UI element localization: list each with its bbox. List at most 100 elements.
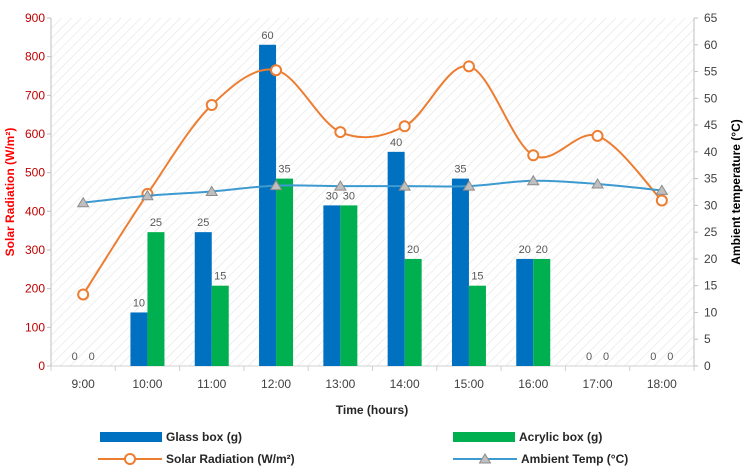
y-right-tick-label: 50 [704,91,718,105]
x-tick-label: 15:00 [454,377,484,391]
point-ambient-temp [591,178,604,189]
bar-glass-box [259,44,277,367]
data-label-acrylic-box: 25 [150,217,162,229]
line-ambient-temp [83,179,662,204]
point-ambient-temp [655,184,669,195]
point-ambient-temp [269,179,283,191]
legend-label-glass-box: Glass box (g) [166,430,242,444]
point-ambient-temp [526,174,540,186]
y-right-tick-label: 35 [704,172,718,186]
y-right-tick-label: 30 [704,198,718,212]
point-ambient-temp [398,180,412,191]
data-label-glass-box: 30 [326,190,338,202]
x-tick-label: 17:00 [583,377,613,391]
bar-glass-box [451,178,469,366]
x-tick-label: 13:00 [325,377,355,391]
y-left-tick-label: 400 [25,204,45,218]
point-solar-radiation [655,194,668,207]
bar-glass-box [323,205,341,366]
x-tick-label: 14:00 [390,377,420,391]
y-left-tick-label: 800 [25,50,45,64]
data-label-acrylic-box: 0 [667,351,673,363]
y-right-tick-label: 20 [704,252,718,266]
y-right-tick-label: 40 [704,145,718,159]
y-left-tick-label: 100 [25,320,45,334]
y-left-tick-label: 0 [38,359,45,373]
x-tick-label: 10:00 [132,377,162,391]
x-tick-label: 16:00 [518,377,548,391]
bar-acrylic-box [468,285,486,366]
data-label-acrylic-box: 0 [89,351,95,363]
y-right-tick-label: 0 [704,359,711,373]
bar-acrylic-box [340,205,358,366]
data-label-acrylic-box: 20 [536,244,548,256]
legend: Glass box (g) Acrylic box (g) Solar Radi… [98,430,628,466]
legend-label-ambient-temp: Ambient Temp (°C) [521,452,628,466]
y-left-tick-label: 900 [25,11,45,25]
point-ambient-temp [205,185,219,196]
y-right-tick-label: 25 [704,225,718,239]
bar-glass-box [516,258,534,366]
data-label-acrylic-box: 20 [407,244,419,256]
legend-label-acrylic-box: Acrylic box (g) [519,430,602,444]
point-solar-radiation [205,99,218,111]
legend-swatch-glass-box [100,432,162,442]
data-label-acrylic-box: 0 [603,351,609,363]
y-axis-right-title: Ambient temperature (°C) [729,119,743,264]
line-solar-radiation [82,65,663,296]
y-left-tick-label: 500 [25,166,45,180]
data-label-glass-box: 25 [197,217,209,229]
bar-acrylic-box [147,232,165,366]
y-left-tick-label: 200 [25,282,45,296]
point-solar-radiation [398,120,411,133]
bar-acrylic-box [211,285,229,366]
point-ambient-temp [76,196,90,208]
y-right-tick-label: 10 [704,305,718,319]
bar-glass-box [387,151,405,366]
legend-swatch-acrylic-box [453,432,515,442]
data-label-acrylic-box: 35 [278,164,290,176]
point-solar-radiation [462,60,475,73]
data-label-acrylic-box: 30 [343,190,355,202]
data-label-glass-box: 0 [650,351,656,363]
point-solar-radiation [77,288,90,301]
y-right-tick-label: 60 [704,38,718,52]
data-label-acrylic-box: 15 [471,271,483,283]
x-tick-label: 12:00 [261,377,291,391]
point-solar-radiation [334,126,347,139]
x-tick-label: 18:00 [647,377,677,391]
point-solar-radiation [591,129,604,142]
point-ambient-temp [333,180,347,191]
x-axis-title: Time (hours) [336,403,408,417]
y-left-tick-label: 600 [25,127,45,141]
y-right-tick-label: 15 [704,279,718,293]
y-right-tick-label: 45 [704,118,718,132]
bar-acrylic-box [533,258,551,366]
bar-glass-box [194,232,212,366]
point-ambient-temp [462,180,476,191]
bar-acrylic-box [404,258,422,366]
x-tick-label: 9:00 [71,377,95,391]
y-right-tick-label: 55 [704,65,718,79]
x-tick-label: 11:00 [197,377,226,391]
point-solar-radiation [270,64,283,77]
y-left-tick-label: 300 [25,243,45,257]
data-label-glass-box: 60 [261,30,273,42]
legend-marker-solar-radiation [124,453,136,465]
data-label-glass-box: 20 [519,244,531,256]
point-solar-radiation [527,149,540,162]
y-right-tick-label: 65 [704,11,718,25]
data-label-glass-box: 10 [133,297,145,309]
bar-acrylic-box [276,178,294,366]
y-left-tick-label: 700 [25,88,45,102]
data-label-acrylic-box: 15 [214,271,226,283]
legend-marker-ambient-temp [478,453,492,464]
point-ambient-temp [141,189,154,201]
y-right-tick-label: 5 [704,332,711,346]
y-axis-left-title: Solar Radiation (W/m²) [3,128,17,257]
bar-glass-box [130,312,148,366]
data-label-glass-box: 40 [390,137,402,149]
legend-label-solar-radiation: Solar Radiation (W/m²) [166,452,295,466]
data-label-glass-box: 0 [72,351,78,363]
